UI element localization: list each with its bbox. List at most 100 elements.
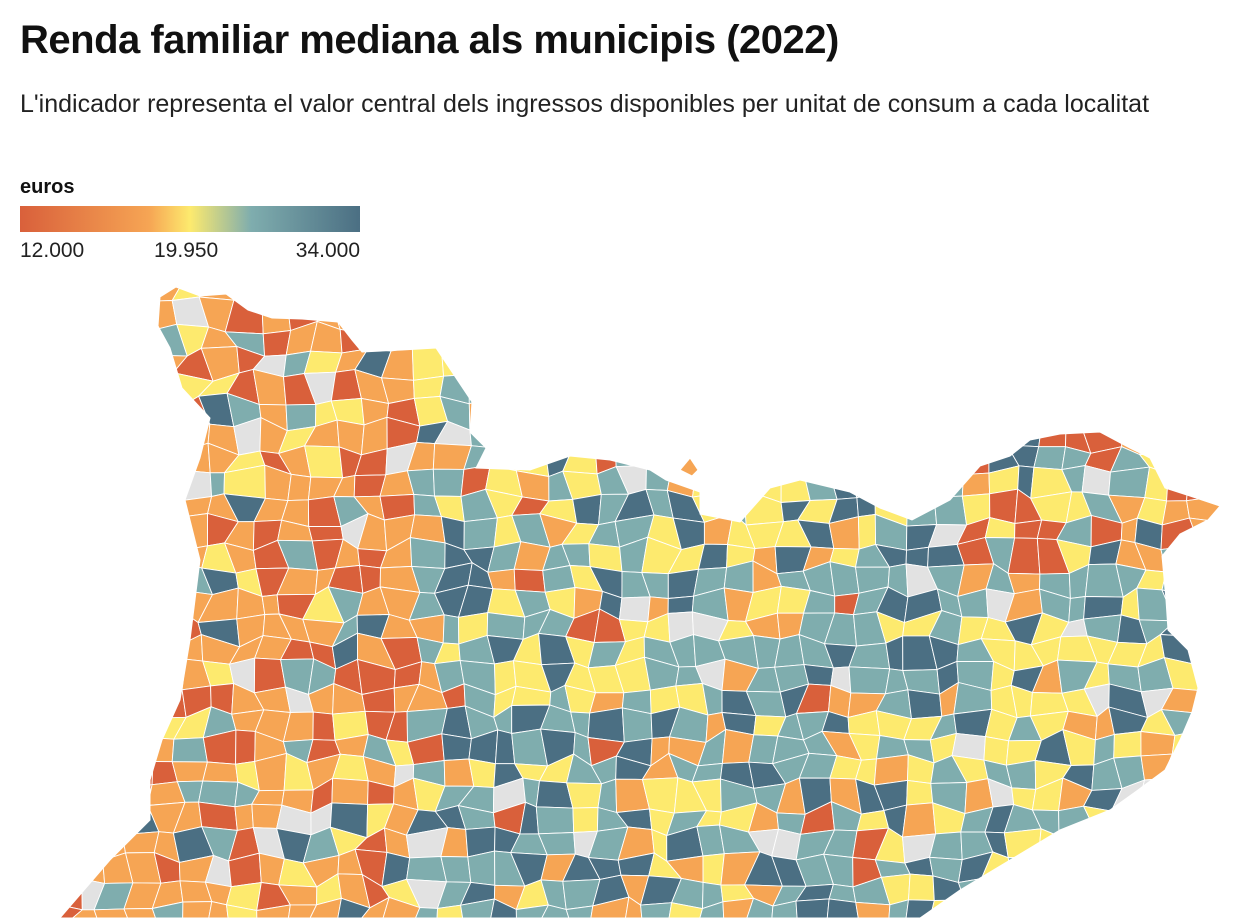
municipality-area [60, 717, 78, 736]
legend-tick-labels: 12.000 19.950 34.000 [20, 237, 360, 265]
municipality-area [561, 326, 600, 348]
map-title: Renda familiar mediana als municipis (20… [20, 18, 839, 62]
municipality-area [513, 287, 552, 306]
municipality-area [125, 587, 160, 616]
municipality-area [486, 322, 525, 356]
municipality-area [71, 419, 108, 451]
municipality-area [146, 683, 187, 719]
municipality-area [588, 344, 626, 380]
municipality-area [261, 299, 292, 335]
municipality-area [1089, 873, 1125, 904]
municipality-area [906, 779, 934, 806]
municipality-area [694, 449, 733, 480]
municipality-area [60, 371, 83, 398]
municipality-area [100, 470, 133, 496]
municipality-area [308, 525, 344, 542]
municipality-area [1112, 873, 1143, 911]
municipality-area [799, 287, 837, 308]
municipality-area [908, 873, 935, 901]
municipality-area [60, 396, 80, 426]
municipality-area [771, 393, 811, 431]
municipality-area [670, 420, 708, 452]
municipality-area [1161, 825, 1200, 859]
municipality-area [646, 420, 680, 444]
municipality-area [406, 309, 434, 323]
municipality-area [1014, 287, 1041, 312]
municipality-area [773, 440, 804, 470]
municipality-area [1064, 902, 1091, 918]
municipality-area [1113, 730, 1142, 759]
municipality-area [1134, 287, 1169, 311]
municipality-area [572, 493, 602, 526]
municipality-area [411, 907, 438, 918]
municipality-area [640, 306, 680, 336]
municipality-area [977, 347, 1017, 381]
municipality-area [124, 287, 159, 311]
municipality-area [73, 705, 111, 735]
municipality-area [670, 369, 707, 403]
municipality-area [460, 898, 495, 918]
municipality-area [409, 537, 446, 569]
municipality-area [1112, 897, 1143, 918]
municipality-area [431, 309, 469, 335]
municipality-area [130, 663, 161, 687]
legend-color-ramp [20, 206, 360, 232]
municipality-area [542, 400, 568, 426]
municipality-area [926, 443, 965, 476]
municipality-area [98, 492, 123, 523]
municipality-area [955, 347, 983, 376]
municipality-area [171, 468, 213, 501]
municipality-area [642, 394, 672, 424]
municipality-area [60, 875, 83, 911]
municipality-area [79, 800, 110, 839]
municipality-area [206, 901, 231, 918]
municipality-area [460, 305, 494, 335]
municipality-area [60, 590, 74, 616]
municipality-area [436, 904, 466, 918]
municipality-area [486, 299, 515, 331]
municipality-area [468, 395, 494, 431]
territory-outline [59, 286, 1221, 918]
municipality-area [899, 465, 935, 498]
municipality-area [980, 287, 1021, 312]
municipality-area [830, 302, 865, 329]
municipality-area [640, 902, 673, 918]
municipality-area [202, 761, 239, 783]
municipality-area [855, 901, 891, 918]
municipality-area [1005, 759, 1037, 790]
municipality-area [588, 896, 630, 918]
municipality-area [485, 287, 518, 308]
municipality-area [315, 287, 335, 311]
municipality-area [723, 373, 751, 399]
municipality-area [539, 326, 579, 359]
municipality-area [431, 287, 473, 312]
municipality-area [593, 326, 626, 359]
municipality-area [1082, 897, 1119, 918]
municipality-area [121, 354, 162, 383]
municipality-area [1033, 446, 1067, 471]
municipality-area [1192, 805, 1220, 831]
municipality-area [830, 321, 865, 357]
municipality-area [879, 345, 914, 383]
municipality-area [693, 296, 733, 335]
municipality-area [441, 733, 472, 761]
municipality-area [1170, 329, 1200, 353]
municipality-area [1037, 394, 1068, 429]
municipality-area [287, 473, 312, 502]
municipality-area [1189, 423, 1220, 456]
municipality-area [79, 320, 107, 360]
municipality-area [150, 416, 185, 452]
municipality-area [953, 419, 990, 454]
municipality-area [99, 320, 126, 359]
municipality-area [1135, 881, 1173, 911]
legend-max-label: 34.000 [295, 239, 360, 262]
municipality-area [850, 302, 889, 326]
municipality-area [60, 287, 74, 311]
municipality-area [406, 320, 443, 349]
municipality-area [132, 398, 160, 431]
municipality-area [980, 300, 1021, 334]
municipality-area [307, 897, 342, 918]
municipality-area [1087, 326, 1122, 355]
municipality-area [1162, 392, 1203, 425]
municipality-area [60, 325, 84, 360]
